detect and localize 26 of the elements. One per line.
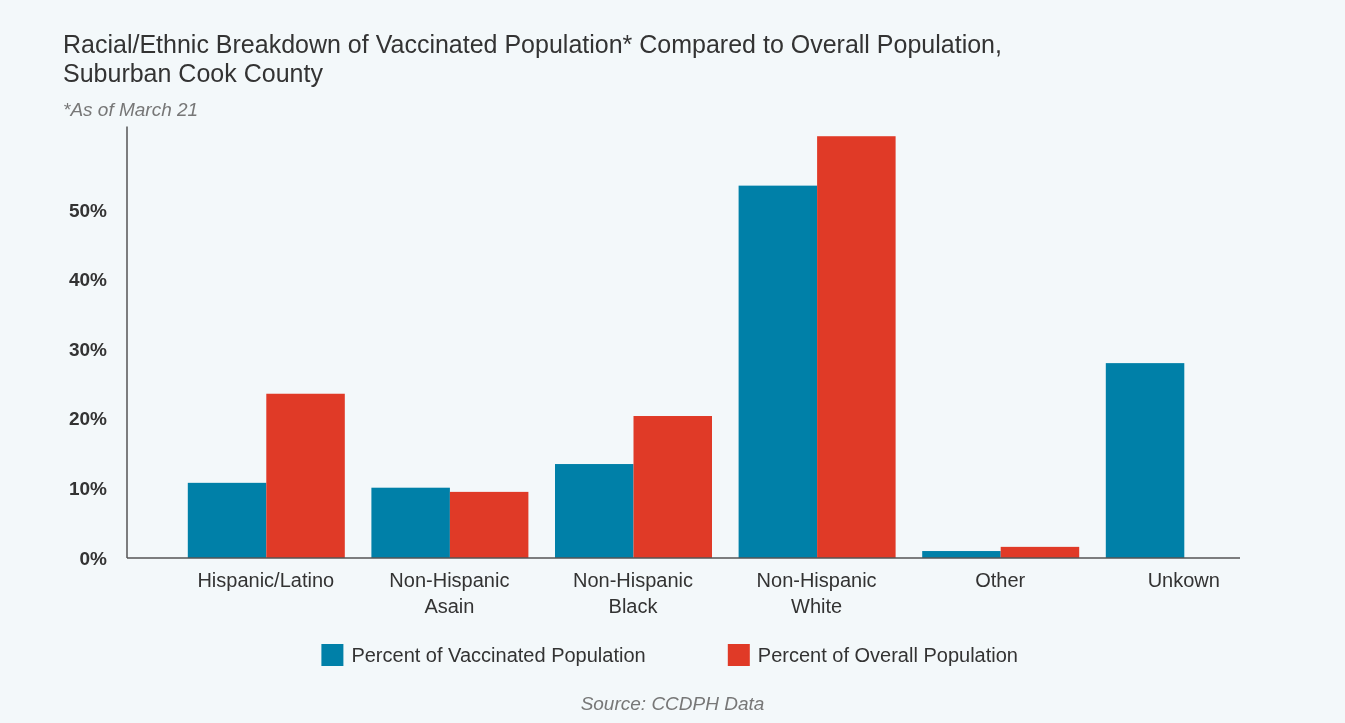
bar bbox=[817, 136, 896, 558]
bar bbox=[371, 487, 450, 558]
bar bbox=[633, 416, 712, 558]
bar bbox=[555, 464, 634, 558]
x-tick-label: Other bbox=[975, 569, 1026, 591]
source-note: Source: CCDPH Data bbox=[580, 693, 765, 714]
x-tick-label: Non-Hispanic Asain bbox=[389, 569, 510, 617]
bar bbox=[738, 185, 818, 558]
x-tick-label: Hispanic/Latino bbox=[197, 569, 335, 591]
y-tick-label: 10% bbox=[68, 477, 108, 499]
legend-label: Percent of Vaccinated Population bbox=[351, 644, 646, 666]
y-tick-label: 40% bbox=[68, 269, 108, 291]
y-tick-label: 50% bbox=[68, 199, 108, 221]
y-tick-label: 20% bbox=[68, 408, 108, 430]
legend-label: Percent of Overall Population bbox=[757, 644, 1018, 666]
bar bbox=[449, 491, 529, 558]
y-tick-label: 0% bbox=[79, 547, 108, 569]
bar bbox=[187, 482, 267, 558]
y-tick-label: 30% bbox=[68, 338, 108, 360]
chart-title: Racial/Ethnic Breakdown of Vaccinated Population* Compared to Overall Population, Suburban Cook County bbox=[63, 30, 1002, 87]
chart-subtitle: *As of March 21 bbox=[63, 99, 199, 120]
bar bbox=[266, 393, 345, 558]
x-tick-label: Unkown bbox=[1147, 569, 1220, 591]
bar bbox=[1105, 363, 1185, 558]
x-tick-label: Non-Hispanic White bbox=[756, 569, 877, 617]
x-tick-label: Non-Hispanic Black bbox=[572, 569, 694, 617]
